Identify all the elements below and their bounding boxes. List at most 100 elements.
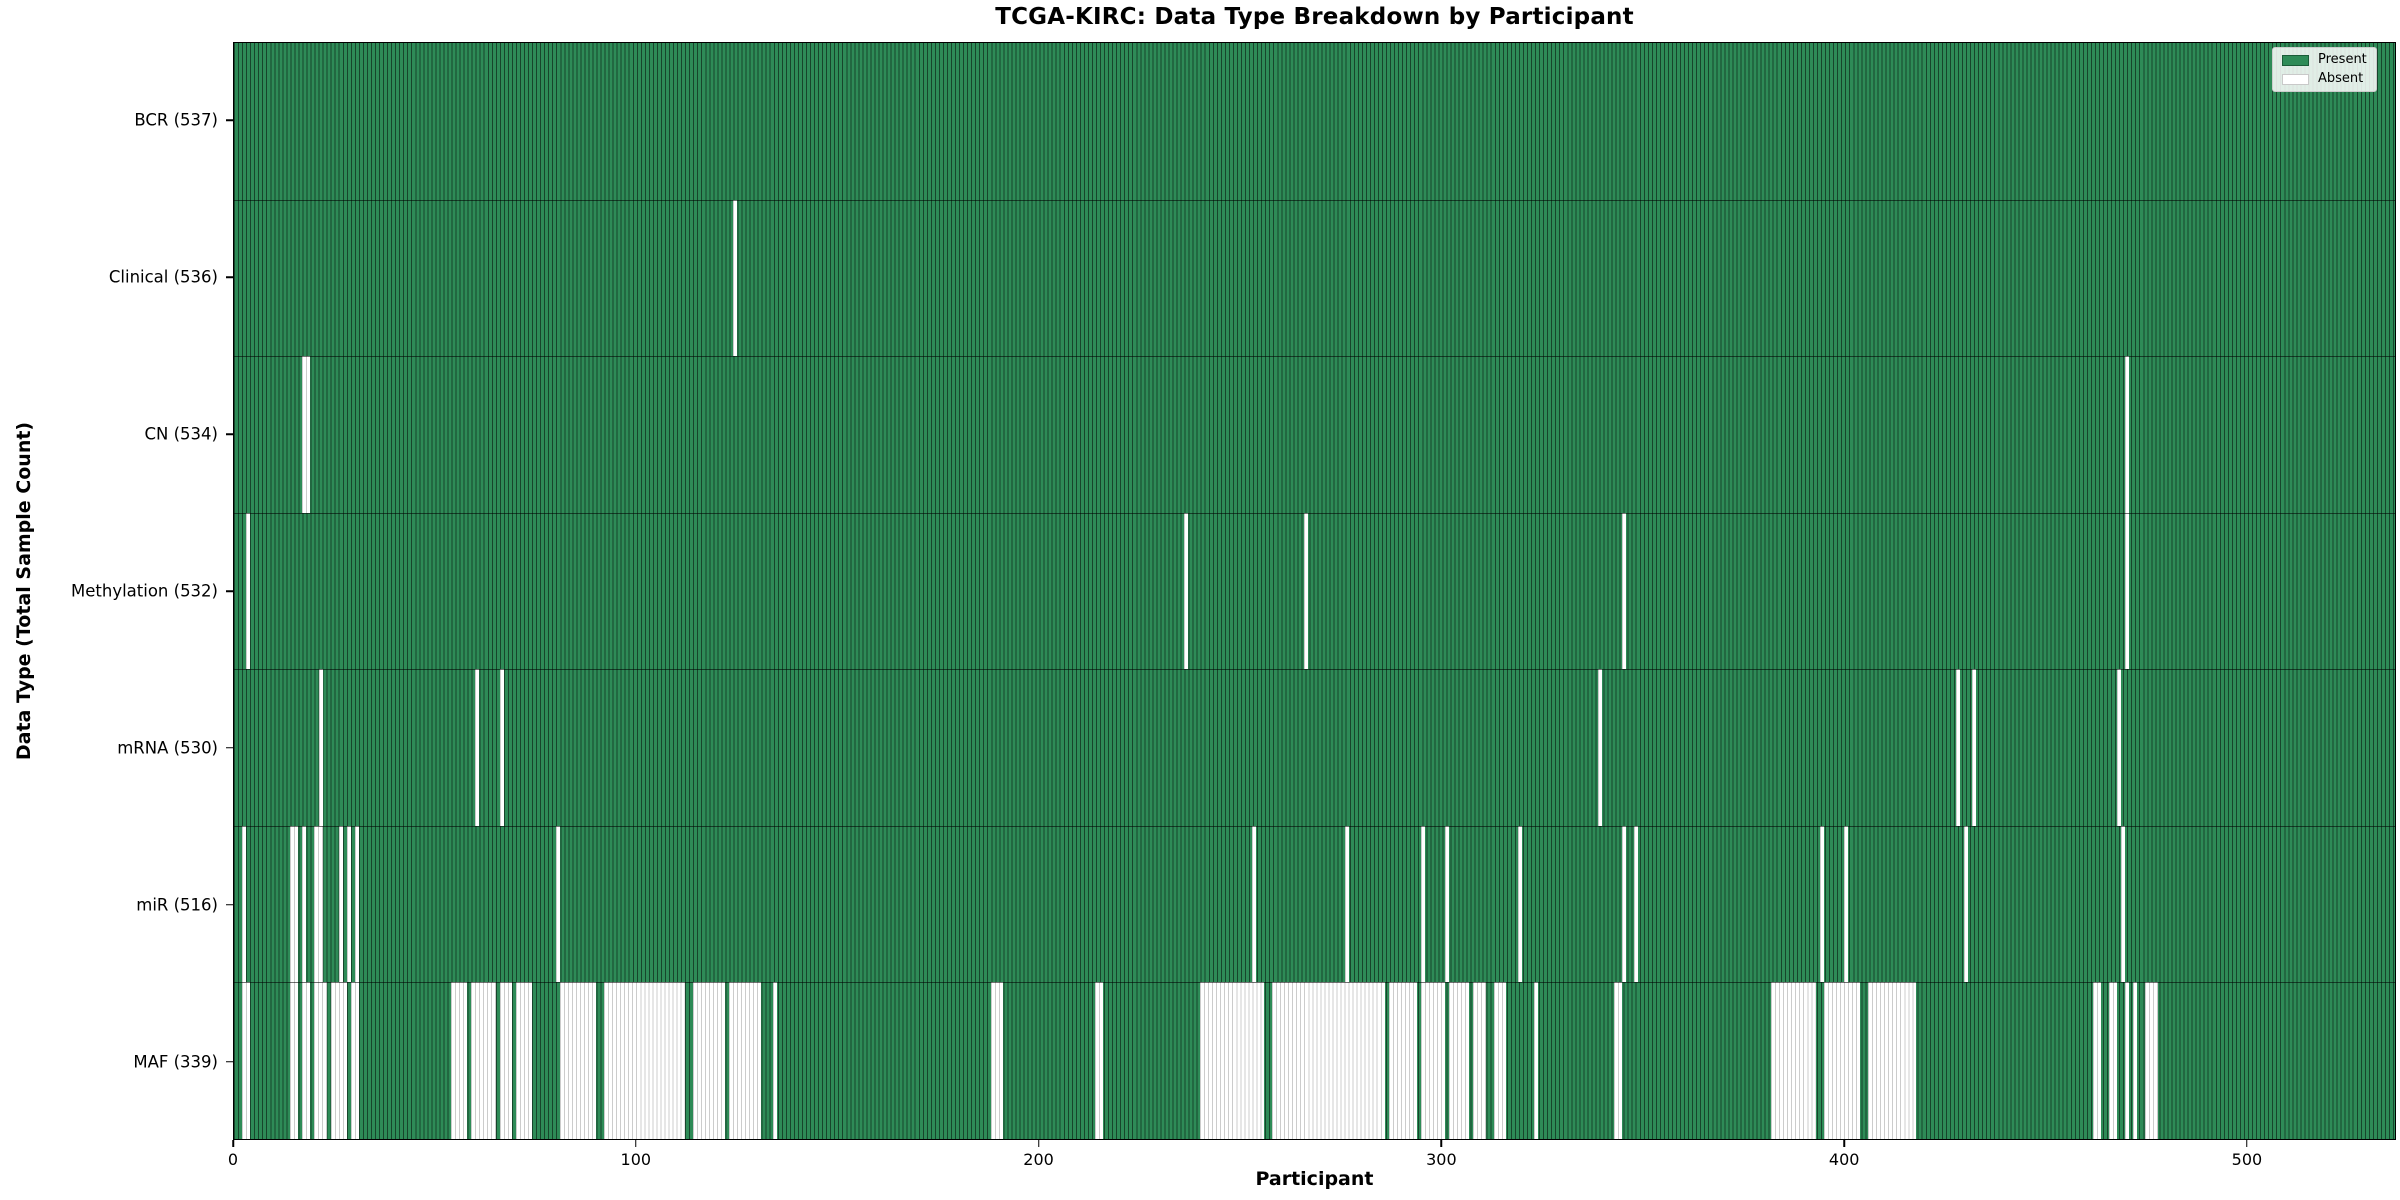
data-row-methylation [234,512,2395,670]
absent-segment [471,982,496,1140]
absent-segment [1823,982,1860,1140]
data-row-clinical [234,199,2395,357]
legend-entry-absent: Absent [2282,72,2367,86]
absent-segment [2125,356,2130,513]
absent-segment [1199,982,1265,1140]
x-tick-mark [232,1140,234,1147]
data-row-cn [234,356,2395,513]
absent-segment [1771,982,1816,1140]
absent-segment [1819,825,1824,983]
y-tick-label-bcr: BCR (537) [134,110,218,130]
absent-segment [2109,982,2118,1140]
y-tick-mark [226,119,233,122]
x-tick-label: 0 [227,1150,239,1169]
absent-segment [302,356,311,513]
absent-segment [330,982,347,1140]
absent-segment [2117,669,2122,826]
x-axis-ticks: 0 100 200 300 400 500 [228,1140,2396,1180]
x-tick-label: 100 [620,1150,652,1169]
absent-segment [475,669,480,826]
absent-segment [1972,669,1977,826]
y-tick-label-cn: CN (534) [144,424,218,444]
absent-segment [1867,982,1917,1140]
absent-segment [451,982,468,1140]
absent-segment [1614,982,1623,1140]
x-tick-label: 300 [1426,1150,1457,1169]
absent-segment [990,982,1003,1140]
absent-segment [1272,982,1385,1140]
absent-segment [2133,982,2138,1140]
absent-segment [338,825,343,983]
absent-segment [318,669,323,826]
absent-segment [1449,982,1470,1140]
y-tick-mark [226,276,233,279]
chart-title: TCGA-KIRC: Data Type Breakdown by Partic… [995,4,1634,30]
absent-segment [728,982,762,1140]
absent-segment [1421,825,1426,983]
absent-segment [1634,825,1639,983]
absent-segment [314,982,327,1140]
x-tick-label: 500 [2231,1150,2263,1169]
x-tick-label: 200 [1023,1150,1054,1169]
absent-segment [2125,512,2130,670]
absent-segment [346,825,351,983]
absent-segment [2093,982,2102,1140]
legend-label: Absent [2318,71,2364,86]
legend-swatch-absent [2282,73,2309,85]
absent-segment [1964,825,1969,983]
legend-entry-present: Present [2282,53,2367,67]
legend-label: Present [2318,52,2367,67]
x-tick-label: 400 [1828,1150,1860,1169]
x-tick-mark [1843,1140,1845,1147]
absent-segment [246,512,251,670]
y-tick-mark [226,903,233,906]
absent-segment [1473,982,1486,1140]
x-axis-label: Participant [1255,1168,1374,1190]
absent-segment [242,982,251,1140]
absent-segment [290,825,299,983]
y-tick-label-mrna: mRNA (530) [117,738,218,758]
absent-segment [1252,825,1257,983]
absent-segment [1095,982,1104,1140]
y-axis-tick-labels: BCR (537) Clinical (536) CN (534) Methylati… [0,42,233,1140]
y-tick-label-clinical: Clinical (536) [108,267,218,287]
absent-segment [515,982,532,1140]
y-tick-mark [226,1060,233,1063]
y-tick-mark [226,747,233,749]
y-tick-mark [226,433,233,435]
absent-segment [1183,512,1188,670]
absent-segment [499,669,504,826]
y-tick-label-mir: miR (516) [136,895,218,915]
data-row-bcr [234,43,2395,200]
absent-segment [242,825,247,983]
absent-segment [2145,982,2158,1140]
x-tick-mark [635,1140,637,1147]
absent-segment [692,982,725,1140]
absent-segment [1388,982,1418,1140]
y-tick-mark [226,590,233,592]
data-row-mir [234,825,2395,983]
y-tick-label-methylation: Methylation (532) [71,581,218,601]
absent-segment [733,199,738,357]
absent-segment [290,982,299,1140]
absent-segment [555,825,560,983]
plot-area [233,42,2396,1140]
absent-segment [1493,982,1506,1140]
absent-segment [604,982,685,1140]
absent-segment [302,982,311,1140]
absent-segment [1517,825,1522,983]
legend: Present Absent [2272,47,2377,92]
absent-segment [314,825,323,983]
absent-segment [1344,825,1349,983]
absent-segment [773,982,778,1140]
data-row-maf [234,982,2395,1140]
absent-segment [1533,982,1538,1140]
absent-segment [1622,825,1627,983]
absent-segment [1421,982,1446,1140]
x-tick-mark [1037,1140,1040,1147]
absent-segment [559,982,597,1140]
absent-segment [499,982,512,1140]
absent-segment [302,825,307,983]
data-row-mrna [234,669,2395,826]
x-tick-mark [1440,1140,1443,1147]
